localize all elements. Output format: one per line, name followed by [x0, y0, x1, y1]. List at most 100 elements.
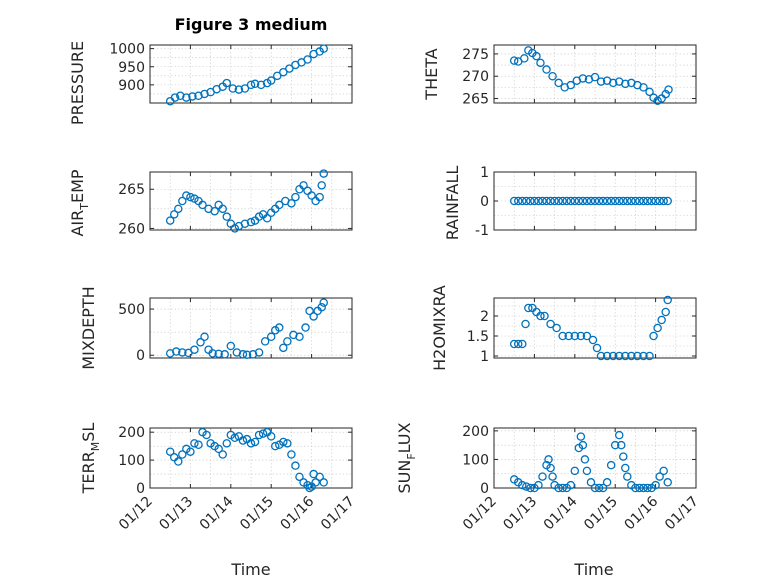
data-point: [608, 78, 618, 88]
data-point: [651, 196, 660, 206]
data-point: [202, 430, 211, 440]
data-point: [554, 78, 563, 88]
data-point: [554, 483, 563, 493]
data-point: [552, 323, 561, 333]
data-point: [617, 440, 626, 450]
data-point: [220, 350, 229, 359]
data-point: [562, 196, 571, 206]
subplot-1: 900 950 1000: [109, 42, 353, 106]
data-point: [279, 343, 288, 353]
axes-box: [493, 44, 697, 104]
data-point: [256, 80, 266, 90]
data-point: [176, 91, 185, 101]
ylabel-mixdepth: MIXDEPTH: [79, 286, 98, 369]
data-point: [657, 315, 666, 325]
data-point: [289, 330, 298, 340]
data-point: [534, 196, 543, 206]
data-point: [234, 85, 244, 94]
data-point: [639, 196, 648, 206]
data-point: [659, 196, 668, 206]
data-point: [200, 332, 209, 342]
data-point: [222, 439, 232, 448]
data-point: [570, 196, 580, 206]
data-point: [558, 483, 567, 493]
data-point: [307, 191, 316, 200]
data-point: [538, 472, 547, 481]
chart-title: Figure 3 medium: [175, 15, 328, 34]
data-point: [588, 335, 598, 345]
data-point: [518, 196, 527, 206]
data-point: [303, 55, 312, 64]
ytick-label: 1: [480, 165, 489, 181]
data-point: [546, 319, 555, 329]
data-point: [305, 306, 314, 316]
data-point: [319, 298, 328, 307]
data-point: [631, 196, 640, 206]
ytick-label: 100: [118, 453, 145, 469]
data-point: [188, 92, 197, 101]
data-point: [301, 323, 310, 332]
data-point: [315, 472, 324, 482]
data-point: [645, 87, 654, 97]
data-point: [228, 84, 238, 93]
data-point: [520, 54, 529, 63]
data-point: [172, 347, 181, 356]
data-point: [596, 351, 606, 361]
ylabel-rainfall: RAINFALL: [443, 166, 462, 241]
data-point: [509, 339, 519, 349]
data-point: [240, 84, 250, 93]
ytick-label: 0: [136, 348, 145, 364]
data-point: [542, 65, 551, 74]
ytick-label: 900: [118, 78, 145, 94]
data-point: [250, 79, 260, 89]
data-point: [596, 77, 606, 86]
data-point: [621, 351, 630, 361]
data-point: [248, 350, 258, 359]
data-point: [509, 196, 519, 206]
data-point: [566, 196, 576, 206]
ytick-label: 2: [480, 309, 489, 325]
data-point: [319, 478, 328, 487]
data-point: [287, 199, 296, 208]
data-point: [582, 466, 592, 476]
data-point: [655, 472, 664, 481]
data-point: [214, 349, 223, 359]
data-point: [610, 440, 620, 450]
data-point: [279, 67, 288, 77]
data-point: [614, 196, 624, 206]
xlabel-time-right: Time: [573, 560, 613, 579]
ytick-label: -1: [475, 223, 489, 239]
data-point: [576, 331, 586, 341]
data-point: [194, 91, 203, 101]
data-point: [655, 196, 664, 206]
data-point: [238, 436, 248, 445]
data-point: [200, 89, 209, 99]
data-point: [590, 72, 600, 82]
data-point: [266, 332, 276, 342]
ylabel-sun-flux: SUNFLUX: [395, 422, 418, 493]
data-point: [623, 196, 632, 206]
ytick-label: 1: [480, 349, 489, 365]
data-point: [566, 80, 576, 90]
data-point: [518, 480, 527, 490]
data-point: [190, 345, 199, 354]
data-point: [246, 80, 256, 90]
data-point: [283, 439, 292, 448]
subplot-3: 260 265: [118, 169, 353, 237]
data-point: [653, 323, 662, 333]
data-point: [309, 312, 318, 321]
data-point: [633, 351, 642, 361]
data-point: [279, 437, 288, 447]
data-point: [592, 343, 602, 353]
ytick-label: 950: [118, 60, 145, 76]
subplot-grid: 9009501000265270275260265-101050011.5201…: [109, 42, 701, 534]
data-point: [240, 219, 250, 228]
data-point: [222, 78, 232, 88]
data-point: [178, 450, 187, 459]
data-point: [653, 96, 662, 106]
data-point: [165, 349, 175, 358]
ytick-label: 100: [462, 452, 489, 468]
data-point: [186, 192, 195, 202]
data-point: [186, 447, 195, 456]
